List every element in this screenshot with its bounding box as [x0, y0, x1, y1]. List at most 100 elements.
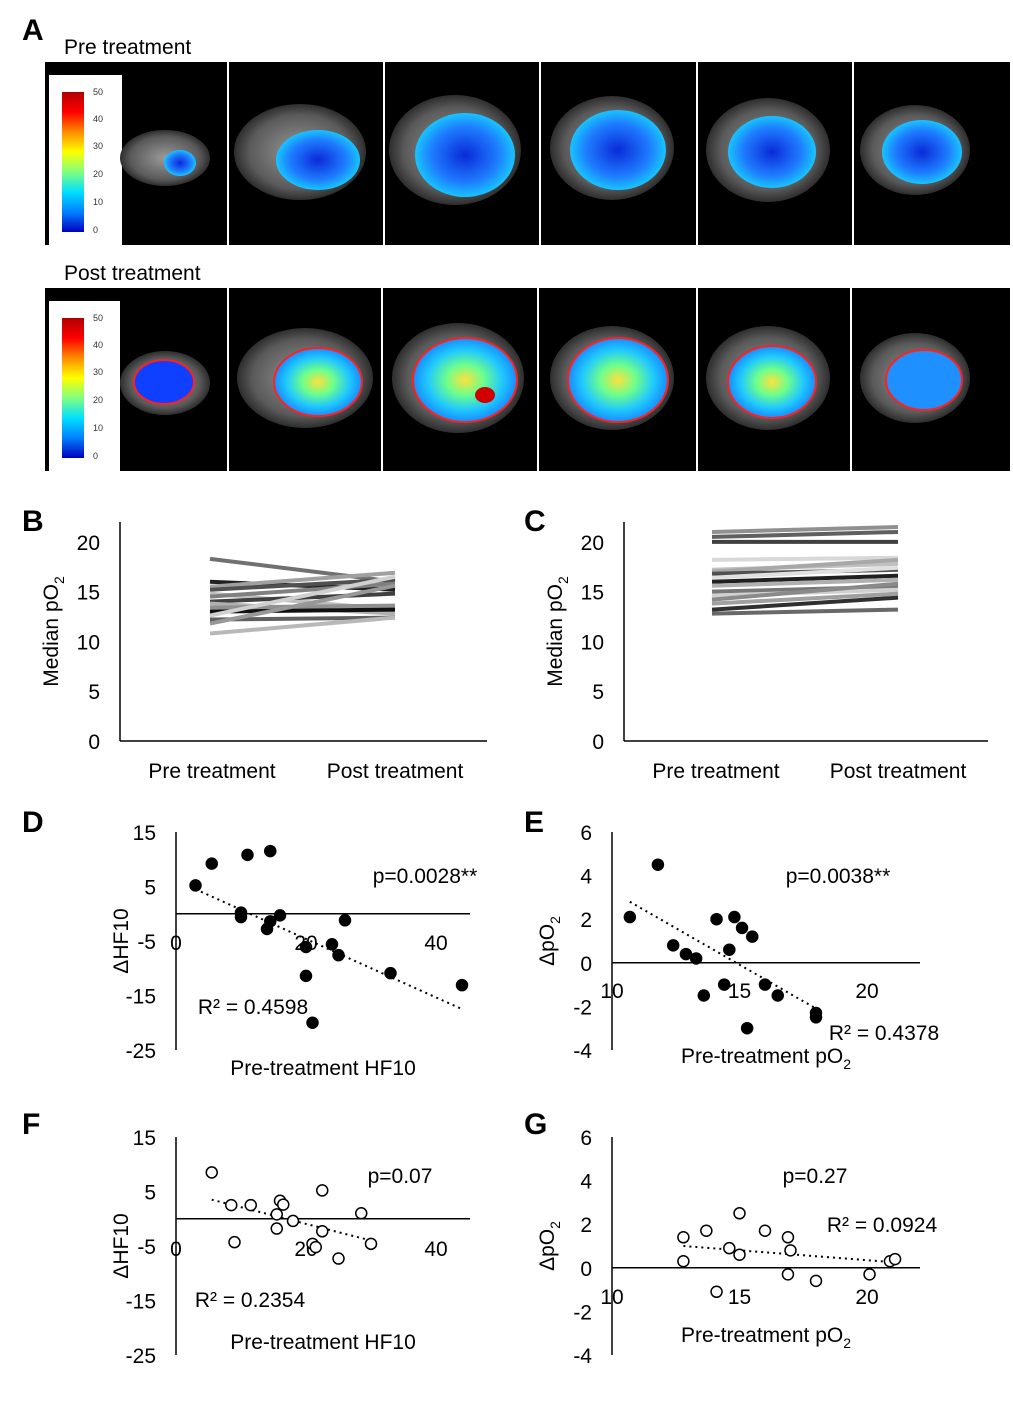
series-line	[209, 581, 396, 599]
data-point	[728, 910, 741, 924]
y-axis-title: ΔpO2	[536, 916, 563, 966]
p-value-annotation: p=0.07	[368, 1165, 433, 1188]
data-point	[809, 1274, 823, 1288]
post-colorbar-tick: 30	[93, 367, 104, 377]
x-tick-label: 0	[170, 1238, 182, 1261]
y-axis-title: Median pO2	[544, 576, 571, 687]
y-tick-label: 20	[581, 532, 604, 555]
x-category-label: Post treatment	[830, 760, 967, 783]
data-point	[355, 1207, 368, 1220]
data-point	[286, 1214, 300, 1228]
r-squared-annotation: R² = 0.4598	[198, 996, 308, 1019]
post-colorbar-tick: 40	[93, 340, 104, 350]
y-tick-label: -5	[137, 1236, 156, 1259]
panel-label-a: A	[22, 14, 44, 47]
data-point	[689, 952, 703, 965]
data-point	[733, 1248, 746, 1261]
pre-colorbar-tick: 30	[93, 141, 104, 151]
data-point	[781, 1268, 795, 1281]
pre-colorbar-gradient	[62, 92, 84, 232]
y-tick-label: -2	[573, 1301, 592, 1324]
panel-label-g: G	[524, 1108, 548, 1141]
panel-label-e: E	[524, 806, 545, 839]
pre-colorbar-tick: 40	[93, 114, 104, 124]
y-tick-label: 10	[581, 631, 604, 654]
y-tick-label: 15	[133, 822, 156, 845]
r-squared-annotation: R² = 0.2354	[195, 1289, 306, 1312]
series-line	[711, 565, 899, 580]
data-point	[710, 1285, 723, 1299]
series-line	[711, 555, 899, 562]
pre-treatment-tumors	[120, 95, 970, 205]
y-tick-label: -4	[573, 1345, 592, 1368]
y-tick-label: -25	[126, 1040, 156, 1063]
data-point	[384, 966, 397, 980]
y-tick-label: 6	[580, 1127, 592, 1150]
data-point	[758, 978, 772, 991]
x-category-label: Pre treatment	[148, 760, 275, 783]
data-point	[723, 1241, 736, 1255]
y-tick-label: 20	[77, 532, 100, 555]
data-point	[784, 1244, 797, 1257]
panel-label-f: F	[22, 1108, 41, 1141]
y-tick-label: 4	[580, 1171, 592, 1194]
data-point	[277, 1198, 290, 1211]
y-tick-label: 15	[581, 582, 604, 605]
post-colorbar: 50 40 30 20 10 0	[49, 301, 120, 471]
data-point	[270, 1208, 283, 1221]
data-point	[710, 912, 723, 926]
tile-separators	[227, 62, 854, 471]
data-point	[700, 1224, 713, 1237]
series-line	[209, 574, 396, 618]
x-tick-label: 10	[600, 1286, 623, 1309]
data-point	[332, 1252, 345, 1265]
p-value-annotation: p=0.27	[783, 1165, 848, 1188]
p-value-annotation: p=0.0038**	[786, 865, 891, 888]
data-point	[455, 978, 469, 992]
data-point	[205, 857, 218, 870]
x-tick-label: 10	[600, 980, 623, 1003]
y-tick-label: -25	[126, 1345, 156, 1368]
data-point	[325, 938, 339, 951]
post-treatment-title: Post treatment	[64, 262, 201, 285]
x-tick-label: 15	[728, 980, 751, 1003]
y-tick-label: -4	[573, 1040, 592, 1063]
data-point	[863, 1268, 876, 1281]
panel-label-b: B	[22, 505, 44, 538]
pre-colorbar: 50 40 30 20 10 0	[49, 75, 122, 245]
x-axis-title: Pre-treatment HF10	[230, 1057, 416, 1080]
data-point	[244, 1198, 257, 1212]
data-point	[299, 969, 313, 983]
data-point	[316, 1184, 329, 1197]
data-point	[735, 921, 749, 935]
y-tick-label: 10	[77, 631, 100, 654]
x-tick-label: 20	[855, 980, 878, 1003]
y-tick-label: 2	[580, 909, 592, 932]
data-point	[677, 1255, 690, 1268]
data-point	[733, 1207, 746, 1220]
series-line	[711, 577, 899, 588]
data-point	[677, 1231, 690, 1244]
trendline	[629, 900, 817, 1010]
post-treatment-tumors	[120, 323, 970, 433]
y-tick-label: 5	[88, 681, 100, 704]
data-point	[299, 940, 313, 954]
data-point	[809, 1011, 823, 1024]
y-axis-title: ΔHF10	[110, 1213, 133, 1278]
data-point	[332, 948, 345, 962]
x-axis-title: Pre-treatment pO2	[681, 1324, 851, 1351]
data-point	[225, 1198, 238, 1212]
y-axis-title: ΔpO2	[536, 1221, 563, 1271]
y-tick-label: 0	[592, 731, 604, 754]
series-line	[209, 583, 396, 626]
data-point	[241, 848, 254, 862]
data-point	[740, 1021, 754, 1035]
series-line	[711, 529, 899, 539]
post-colorbar-tick: 20	[93, 395, 104, 405]
data-point	[273, 909, 287, 922]
post-colorbar-tick: 0	[93, 451, 99, 461]
x-category-label: Post treatment	[327, 760, 464, 783]
x-tick-label: 0	[170, 932, 182, 955]
post-colorbar-gradient	[62, 318, 84, 458]
